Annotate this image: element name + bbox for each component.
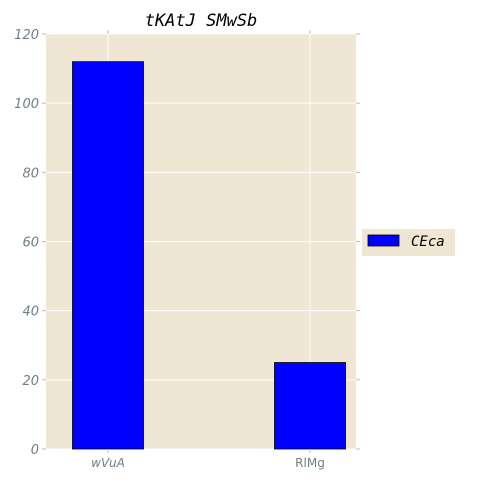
y-axis-ticks: 0 20 40 60 80 100 120 <box>14 28 360 458</box>
x-tick-label: wVuA <box>91 456 125 470</box>
legend-swatch <box>367 234 400 247</box>
legend-label: CEca <box>411 234 445 250</box>
y-tick-label: 60 <box>22 236 39 251</box>
bar-wVuA <box>72 61 144 450</box>
y-tick-label: 40 <box>22 305 39 320</box>
legend: CEca <box>362 229 455 256</box>
x-tick-label: RlMg <box>295 456 325 470</box>
chart-title: tKAtJ SMwSb <box>145 11 258 31</box>
y-tick-label: 80 <box>22 166 39 181</box>
y-tick-label: 120 <box>14 28 39 43</box>
x-axis-ticks: wVuA RlMg <box>91 30 325 470</box>
y-tick-label: 0 <box>31 443 39 458</box>
bars <box>72 61 346 450</box>
y-tick-label: 100 <box>14 97 39 112</box>
y-tick-label: 20 <box>22 374 39 389</box>
bar-RlMg <box>274 362 346 450</box>
